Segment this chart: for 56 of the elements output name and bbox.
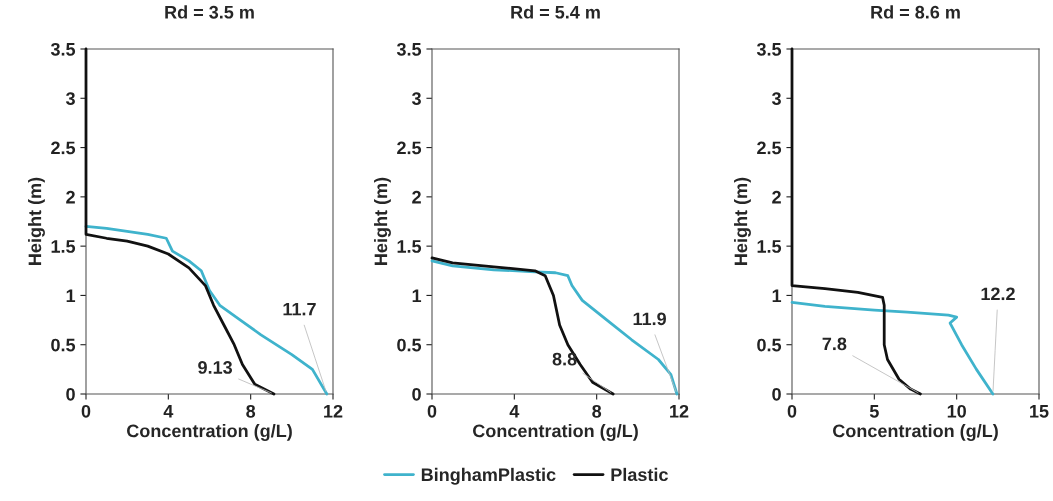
x-axis-title: Concentration (g/L) — [127, 424, 292, 441]
y-tick-label: 1.5 — [757, 240, 782, 253]
y-tick-label: 0.5 — [51, 338, 76, 352]
annotation: 9.13 — [198, 361, 233, 374]
chart-title: Rd = 8.6 m — [871, 5, 960, 19]
y-tick-label: 1 — [66, 289, 76, 302]
y-axis-title: Height (m) — [28, 177, 45, 265]
line-series — [84, 225, 329, 396]
annotation: 12.2 — [981, 287, 1015, 301]
x-tick-label: 8 — [246, 404, 256, 418]
y-tick-label: 1 — [772, 289, 782, 302]
y-tick-label: 0 — [412, 387, 421, 401]
y-tick-label: 0.5 — [757, 338, 782, 352]
chart-title: Rd = 5.4 m — [511, 5, 600, 19]
x-tick-label: 4 — [509, 405, 520, 418]
x-tick-label: 15 — [1030, 405, 1049, 418]
y-tick-label: 0 — [66, 387, 75, 401]
y-axis-title: Height (m) — [734, 177, 751, 265]
legend-label: Plastic — [611, 467, 668, 482]
line-series — [430, 256, 615, 396]
x-tick-label: 12 — [670, 404, 689, 418]
y-tick-label: 0 — [772, 387, 781, 401]
y-tick-label: 3.5 — [756, 42, 782, 56]
y-tick-label: 3 — [771, 92, 781, 106]
y-tick-label: 2 — [412, 190, 421, 204]
annotation: 8.8 — [552, 352, 577, 366]
y-tick-label: 3.5 — [396, 42, 422, 56]
x-axis-title: Concentration (g/L) — [473, 424, 638, 441]
chart-title: Rd = 3.5 m — [165, 5, 254, 19]
y-tick-label: 1 — [412, 289, 422, 302]
y-tick-label: 2.5 — [397, 141, 422, 155]
x-tick-label: 0 — [81, 404, 91, 418]
legend-label: BinghamPlastic — [421, 467, 556, 485]
y-tick-label: 0.5 — [397, 338, 422, 352]
y-tick-label: 2.5 — [757, 141, 782, 155]
y-axis-title: Height (m) — [374, 177, 391, 265]
y-tick-label: 3.5 — [50, 42, 76, 56]
x-tick-label: 12 — [324, 404, 343, 418]
x-tick-label: 5 — [869, 405, 879, 418]
y-tick-label: 1.5 — [397, 240, 422, 253]
x-tick-label: 10 — [947, 404, 966, 418]
y-tick-label: 3 — [65, 92, 75, 106]
x-tick-label: 4 — [163, 405, 174, 418]
annotation: 11.7 — [283, 302, 316, 316]
y-tick-label: 2 — [772, 190, 781, 204]
y-tick-label: 1.5 — [51, 240, 76, 253]
y-tick-label: 3 — [411, 92, 421, 106]
x-tick-label: 0 — [787, 404, 797, 418]
x-axis-title: Concentration (g/L) — [833, 424, 998, 441]
y-tick-label: 2.5 — [51, 141, 76, 155]
x-tick-label: 8 — [592, 404, 602, 418]
x-tick-label: 0 — [427, 404, 437, 418]
annotation: 11.9 — [633, 312, 666, 326]
annotation: 7.8 — [822, 337, 847, 351]
line-series — [790, 300, 995, 396]
y-tick-label: 2 — [66, 190, 75, 204]
